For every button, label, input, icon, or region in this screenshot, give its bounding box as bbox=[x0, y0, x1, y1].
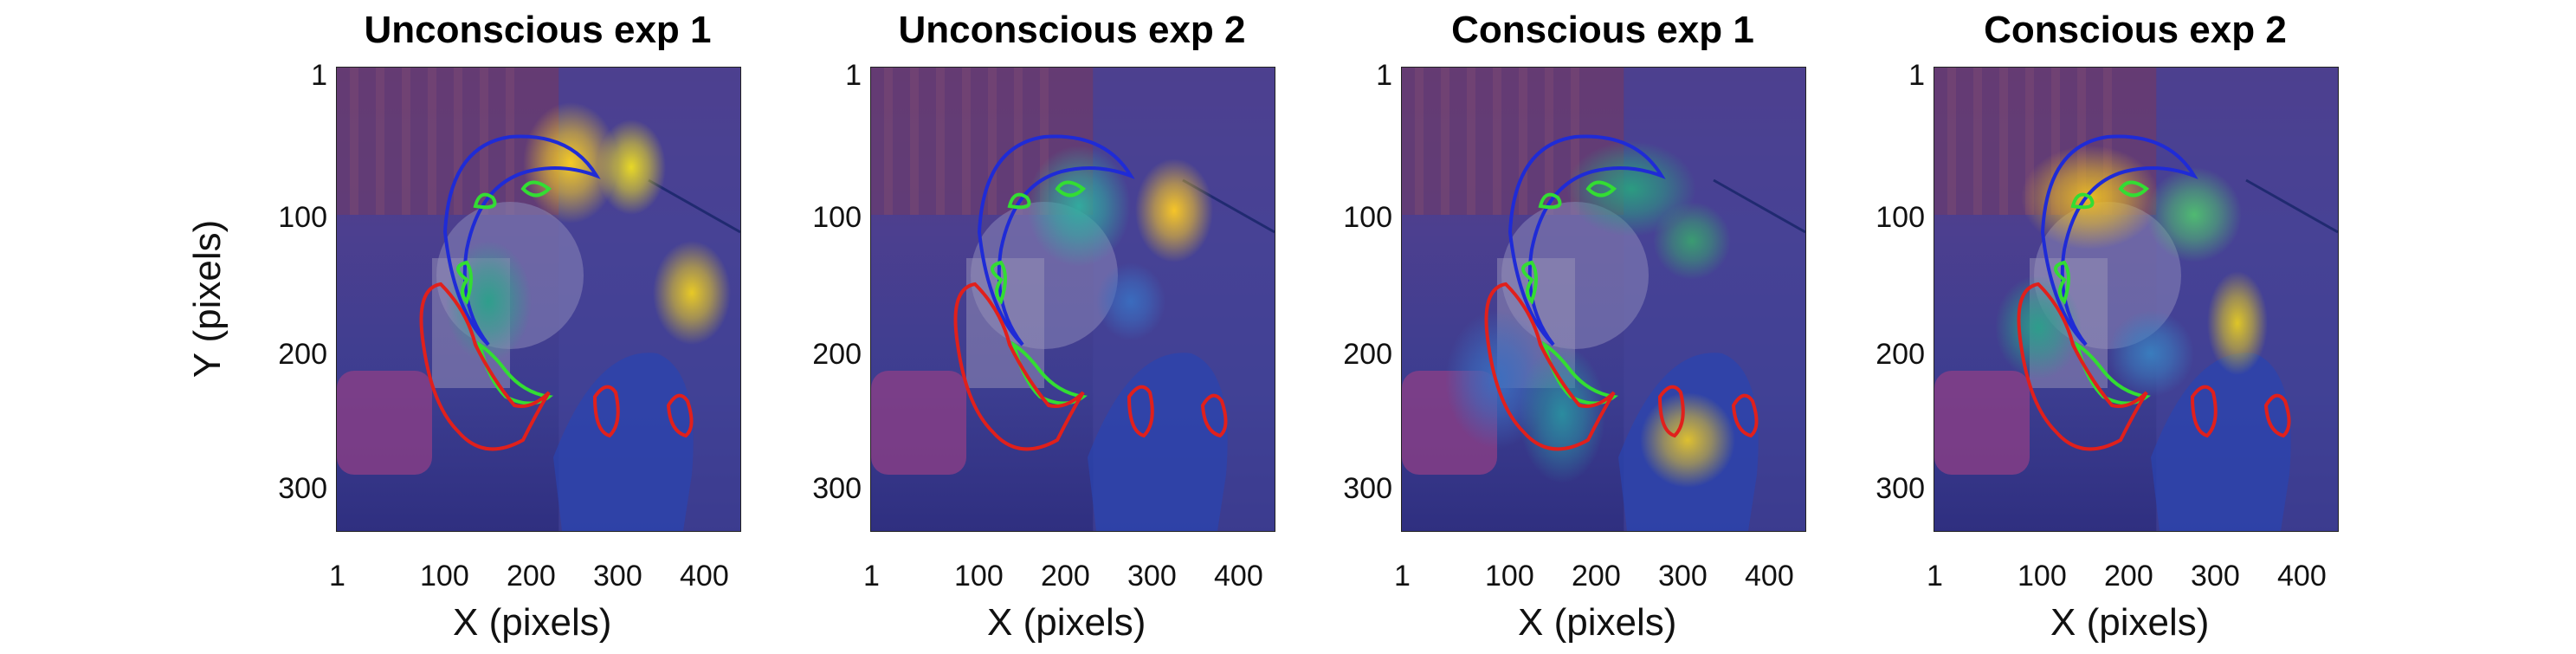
heatmap-image bbox=[1934, 67, 2339, 532]
heatmap-blob bbox=[1027, 146, 1131, 267]
face-outline bbox=[442, 134, 601, 346]
x-tick-label: 400 bbox=[1745, 560, 1794, 592]
face-outline bbox=[2040, 134, 2198, 346]
mouth-outline bbox=[1521, 260, 1538, 305]
y-tick-label: 1 bbox=[845, 59, 862, 92]
heatmap-blob bbox=[523, 102, 618, 223]
x-tick-label: 1 bbox=[863, 560, 880, 592]
panel-title: Unconscious exp 1 bbox=[364, 9, 712, 51]
mouth-outline bbox=[991, 260, 1007, 305]
region-outline bbox=[1127, 385, 1154, 438]
heatmap-blob bbox=[445, 241, 532, 362]
region-outline bbox=[592, 385, 620, 438]
y-tick-label: 100 bbox=[1876, 201, 1925, 234]
x-tick-label: 200 bbox=[1572, 560, 1621, 592]
y-tick-label: 300 bbox=[1343, 472, 1392, 505]
eye-outline bbox=[2070, 192, 2095, 210]
hand-outline bbox=[2074, 340, 2151, 405]
x-tick-label: 100 bbox=[954, 560, 1004, 592]
y-axis-label: Y (pixels) bbox=[186, 219, 229, 379]
y-tick-label: 100 bbox=[1343, 201, 1392, 234]
panel-title: Unconscious exp 2 bbox=[898, 9, 1246, 51]
y-tick-label: 1 bbox=[1376, 59, 1392, 92]
eye-outline bbox=[473, 192, 497, 210]
hand-outline bbox=[1541, 340, 1618, 405]
region-outline bbox=[2190, 385, 2218, 438]
x-tick-label: 400 bbox=[1214, 560, 1263, 592]
region-outline bbox=[666, 393, 694, 438]
x-tick-label: 400 bbox=[2277, 560, 2327, 592]
panel-title: Conscious exp 1 bbox=[1451, 9, 1754, 51]
panel-title: Conscious exp 2 bbox=[1984, 9, 2287, 51]
y-tick-label: 300 bbox=[812, 472, 862, 505]
hand-outline bbox=[1010, 340, 1088, 405]
heatmap-blob bbox=[1519, 345, 1605, 483]
heatmap-blob bbox=[2108, 310, 2194, 397]
heatmap-blob bbox=[2207, 271, 2268, 375]
x-tick-label: 300 bbox=[2191, 560, 2240, 592]
heatmap-blob bbox=[2147, 167, 2242, 262]
eye-outline bbox=[520, 180, 552, 197]
x-axis-label: X (pixels) bbox=[453, 601, 612, 644]
y-tick-label: 200 bbox=[278, 338, 327, 371]
region-outline bbox=[1657, 385, 1685, 438]
y-tick-label: 300 bbox=[278, 472, 327, 505]
face-outline bbox=[1508, 134, 1666, 346]
y-tick-label: 200 bbox=[1343, 338, 1392, 371]
x-tick-label: 200 bbox=[507, 560, 556, 592]
x-tick-label: 200 bbox=[2104, 560, 2153, 592]
region-outline bbox=[1731, 393, 1759, 438]
x-tick-label: 300 bbox=[1127, 560, 1177, 592]
heatmap-blob bbox=[1135, 159, 1213, 262]
mouth-outline bbox=[2054, 260, 2070, 305]
eye-outline bbox=[1055, 180, 1087, 197]
y-tick-label: 100 bbox=[812, 201, 862, 234]
x-tick-label: 1 bbox=[329, 560, 345, 592]
y-tick-label: 200 bbox=[812, 338, 862, 371]
x-tick-label: 1 bbox=[1394, 560, 1411, 592]
body-outline bbox=[2017, 282, 2148, 451]
heatmap-blob bbox=[1566, 141, 1696, 236]
heatmap-blob bbox=[653, 241, 731, 345]
y-tick-label: 1 bbox=[311, 59, 327, 92]
eye-outline bbox=[2118, 180, 2150, 197]
body-outline bbox=[953, 282, 1085, 451]
eye-outline bbox=[1538, 192, 1562, 210]
hand-outline bbox=[476, 340, 553, 405]
x-tick-label: 1 bbox=[1927, 560, 1943, 592]
mouth-outline bbox=[456, 260, 473, 305]
heatmap-blob bbox=[1096, 262, 1165, 340]
heatmap-blob bbox=[1653, 202, 1731, 280]
x-axis-label: X (pixels) bbox=[1518, 601, 1677, 644]
x-tick-label: 300 bbox=[1658, 560, 1708, 592]
x-tick-label: 400 bbox=[680, 560, 729, 592]
x-tick-label: 100 bbox=[2018, 560, 2067, 592]
body-outline bbox=[419, 282, 551, 451]
heatmap-blob bbox=[597, 120, 666, 215]
heatmap-image bbox=[336, 67, 741, 532]
region-outline bbox=[2263, 393, 2291, 438]
x-axis-label: X (pixels) bbox=[987, 601, 1146, 644]
x-tick-label: 200 bbox=[1041, 560, 1090, 592]
x-tick-label: 100 bbox=[420, 560, 469, 592]
body-outline bbox=[1484, 282, 1616, 451]
heatmap-image bbox=[1401, 67, 1806, 532]
y-tick-label: 100 bbox=[278, 201, 327, 234]
heatmap-image bbox=[870, 67, 1275, 532]
heatmap-blob bbox=[1640, 392, 1735, 488]
y-tick-label: 200 bbox=[1876, 338, 1925, 371]
eye-outline bbox=[1585, 180, 1617, 197]
region-outline bbox=[1200, 393, 1228, 438]
x-tick-label: 300 bbox=[593, 560, 642, 592]
y-tick-label: 300 bbox=[1876, 472, 1925, 505]
y-tick-label: 1 bbox=[1908, 59, 1925, 92]
x-tick-label: 100 bbox=[1485, 560, 1534, 592]
eye-outline bbox=[1007, 192, 1031, 210]
face-outline bbox=[977, 134, 1135, 346]
x-axis-label: X (pixels) bbox=[2050, 601, 2210, 644]
